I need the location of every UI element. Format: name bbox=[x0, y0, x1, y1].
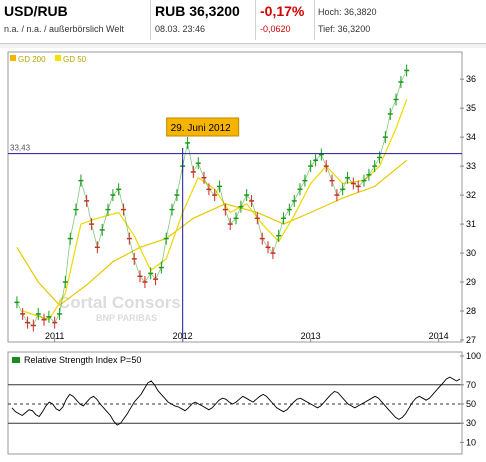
main-plot-frame bbox=[7, 51, 463, 343]
y-tick-label: 36 bbox=[466, 74, 476, 84]
watermark: Cortal Consors BNP PARIBAS bbox=[58, 293, 181, 323]
rsi-axis: 10 30 50 70 100 bbox=[460, 351, 481, 447]
rsi-legend-swatch bbox=[12, 357, 20, 363]
time-axis: 2011 2012 2013 2014 bbox=[45, 331, 449, 342]
x-tick-label: 2013 bbox=[301, 331, 321, 341]
y-tick-label: 33 bbox=[466, 161, 476, 171]
crosshair-date: 29. Juni 2012 bbox=[171, 123, 231, 134]
rsi-title: Relative Strength Index P=50 bbox=[24, 355, 141, 365]
y-tick-label: 30 bbox=[466, 248, 476, 258]
legend-gd50: GD 50 bbox=[63, 55, 87, 64]
rsi-line bbox=[11, 376, 461, 426]
rsi-tick-label: 30 bbox=[466, 418, 476, 428]
y-tick-label: 32 bbox=[466, 190, 476, 200]
legend-swatch-gd50 bbox=[55, 55, 61, 61]
y-tick-label: 29 bbox=[466, 277, 476, 287]
symbol-title[interactable]: USD/RUB bbox=[4, 3, 68, 19]
y-tick-label: 34 bbox=[466, 132, 476, 142]
y-tick-label: 27 bbox=[466, 335, 476, 345]
reference-value: 33,43 bbox=[10, 144, 31, 153]
price-axis: 27 28 29 30 31 32 33 34 35 36 bbox=[460, 74, 476, 345]
watermark-sub: BNP PARIBAS bbox=[96, 313, 157, 323]
change-cell bbox=[256, 0, 315, 40]
day-low: Tief: 36,3200 bbox=[318, 24, 371, 34]
rsi-tick-label: 100 bbox=[466, 351, 481, 361]
last-price: RUB 36,3200 bbox=[155, 3, 240, 19]
gd50-line bbox=[22, 99, 408, 321]
symbol-cell bbox=[0, 0, 151, 40]
quote-header: USD/RUB n.a. / n.a. / außerbörslich Welt… bbox=[0, 0, 486, 44]
source-label: n.a. / n.a. / außerbörslich Welt bbox=[4, 24, 124, 34]
y-tick-label: 35 bbox=[466, 103, 476, 113]
x-tick-label: 2014 bbox=[429, 331, 449, 341]
x-tick-label: 2012 bbox=[173, 331, 193, 341]
watermark-brand: Cortal Consors bbox=[58, 293, 181, 312]
x-tick-label: 2011 bbox=[45, 331, 64, 341]
day-high: Hoch: 36,3820 bbox=[318, 7, 377, 17]
crosshair-tooltip bbox=[166, 117, 240, 137]
legend-swatch-gd200 bbox=[10, 55, 16, 61]
price-path bbox=[16, 70, 408, 327]
legend-gd200: GD 200 bbox=[18, 55, 46, 64]
y-tick-label: 31 bbox=[466, 219, 476, 229]
gd200-line bbox=[16, 159, 408, 307]
gd50-path bbox=[22, 99, 408, 321]
change-percent: -0,17% bbox=[260, 3, 305, 19]
header-divider bbox=[0, 43, 486, 48]
rsi-tick-label: 50 bbox=[466, 399, 476, 409]
change-absolute: -0,0620 bbox=[260, 24, 291, 34]
gd200-path bbox=[16, 159, 408, 307]
last-datetime: 08.03. 23:46 bbox=[155, 24, 206, 34]
rsi-levels bbox=[8, 384, 462, 424]
rsi-tick-label: 10 bbox=[466, 437, 476, 447]
price-bars bbox=[14, 64, 410, 332]
y-tick-label: 28 bbox=[466, 306, 476, 316]
rsi-tick-label: 70 bbox=[466, 380, 476, 390]
price-cell bbox=[151, 0, 256, 40]
